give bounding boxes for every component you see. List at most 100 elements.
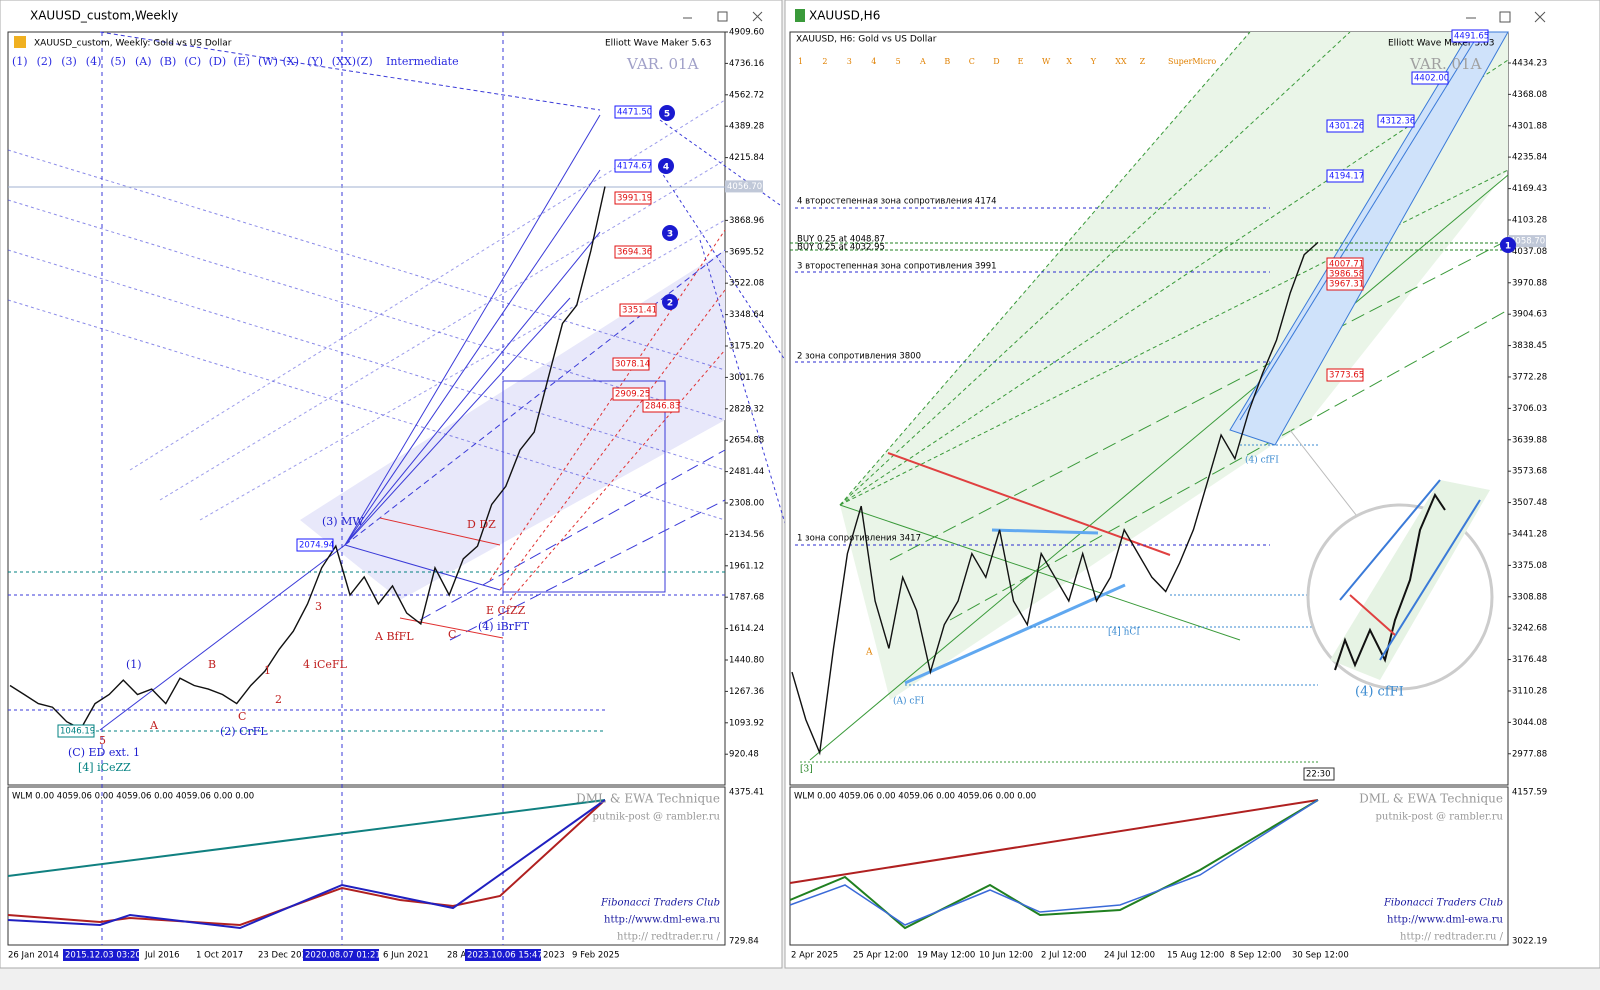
wave-button[interactable]: (W) — [258, 55, 278, 68]
target-label: 1 — [1505, 242, 1511, 252]
wave-button[interactable]: X — [1066, 57, 1072, 66]
wave-label: [4] iCeZZ — [78, 761, 131, 774]
price-box-label: 2909.25 — [615, 390, 650, 400]
date-label: 2 Jul 12:00 — [1041, 951, 1087, 961]
price-line — [791, 241, 1319, 756]
wave-button[interactable]: (E) — [233, 55, 250, 68]
date-label: 2023.10.06 15:47 — [467, 951, 543, 961]
price-label: 4368.08 — [1512, 90, 1547, 100]
wave-button[interactable]: XX — [1115, 57, 1127, 66]
wave-button[interactable]: 5 — [896, 57, 901, 66]
wave-button[interactable]: (XX) — [332, 55, 356, 68]
target-label: 2 — [667, 299, 673, 309]
wave-button[interactable]: Z — [1140, 57, 1146, 66]
wave-label: 1 — [264, 664, 271, 677]
zone-label: 4 второстепенная зона сопротивления 4174 — [797, 197, 997, 207]
credit: http:// redtrader.ru / — [617, 932, 721, 943]
wave-button[interactable]: D — [993, 57, 999, 66]
price-label: 2828.32 — [729, 404, 764, 414]
date-label: 2 Apr 2025 — [791, 951, 838, 961]
credit: Fibonacci Traders Club — [1383, 898, 1503, 909]
wave-button[interactable]: (X) — [283, 55, 299, 68]
price-box-label: 4301.26 — [1329, 122, 1364, 132]
price-label: 1961.12 — [729, 561, 764, 571]
wave-button[interactable]: (C) — [184, 55, 201, 68]
wave-button[interactable]: Y — [1090, 57, 1097, 66]
price-box-label: 3694.36 — [617, 248, 652, 258]
wave-label: (4) cfFI — [1245, 455, 1279, 466]
price-label: 1267.36 — [729, 687, 764, 697]
credit: DML & EWA Technique — [1359, 792, 1503, 806]
zone-label: 1 зона сопротивления 3417 — [797, 534, 921, 544]
price-label: 3706.03 — [1512, 404, 1547, 414]
wave-button[interactable]: (D) — [209, 55, 226, 68]
price-box-label: 3986.58 — [1329, 270, 1364, 280]
wave-button[interactable]: (3) — [61, 55, 77, 68]
wave-button[interactable]: (A) — [135, 55, 152, 68]
date-highlight — [465, 949, 541, 961]
price-box-label: 3078.14 — [615, 360, 650, 370]
wave-button[interactable]: W — [1042, 57, 1051, 66]
price-label: 920.48 — [729, 750, 759, 760]
price-box-label: 4174.67 — [617, 162, 652, 172]
price-label: 3001.76 — [729, 373, 764, 383]
wave-button[interactable]: (4) — [86, 55, 102, 68]
zone-label: BUY 0.25 at 4032.95 — [797, 243, 885, 253]
price-box-label: 4312.36 — [1380, 117, 1415, 127]
left-titlebar — [1, 1, 781, 30]
credit: putnik-post @ rambler.ru — [592, 812, 720, 823]
price-box-label: 4471.50 — [617, 108, 652, 118]
indicator-axis: 3022.19 — [1512, 937, 1547, 947]
window-controls[interactable] — [683, 11, 1546, 23]
wave-button[interactable]: E — [1018, 57, 1024, 66]
wave-label: (1) — [126, 658, 142, 671]
wave-label: (4) iBrFT — [478, 620, 530, 633]
credit: DML & EWA Technique — [576, 792, 720, 806]
zone-label: 2 зона сопротивления 3800 — [797, 352, 921, 362]
price-label: 4301.88 — [1512, 121, 1547, 131]
credit: http://www.dml-ewa.ru — [1387, 915, 1504, 926]
price-label: 4736.16 — [729, 59, 764, 69]
credit: http:// redtrader.ru / — [1400, 932, 1504, 943]
price-box — [614, 105, 652, 119]
price-label: 1093.92 — [729, 718, 764, 728]
wave-button[interactable]: 1 — [798, 57, 803, 66]
wave-button[interactable]: (1) — [12, 55, 28, 68]
date-label: Jul 2016 — [144, 951, 180, 961]
price-label: 3868.96 — [729, 216, 764, 226]
wave-button[interactable]: (2) — [37, 55, 53, 68]
wave-label: C — [448, 628, 456, 641]
price-label: 4103.28 — [1512, 215, 1547, 225]
tool-name: Elliott Wave Maker 5.63 — [1388, 39, 1494, 49]
app-icon — [14, 36, 26, 48]
price-label: 1614.24 — [729, 624, 764, 634]
date-label: 26 Jan 2014 — [8, 951, 59, 961]
target-marker — [1500, 237, 1516, 253]
wave-label: 2 — [275, 693, 282, 706]
current-price: 4056.70 — [727, 182, 762, 192]
price-label: 4169.43 — [1512, 184, 1547, 194]
wave-button[interactable]: 4 — [871, 57, 876, 66]
wave-button[interactable]: B — [944, 57, 950, 66]
wave-button[interactable]: (B) — [160, 55, 177, 68]
wave-button[interactable]: (Y) — [307, 55, 323, 68]
price-label: 3110.28 — [1512, 686, 1547, 696]
wave-button[interactable]: A — [919, 57, 926, 66]
wave-label: D DZ — [467, 518, 496, 531]
wave-label: 5 — [99, 734, 106, 747]
wave-button[interactable]: C — [969, 57, 975, 66]
wave-button[interactable]: (5) — [110, 55, 126, 68]
wave-button[interactable]: Intermediate — [386, 55, 459, 68]
price-label: 3522.08 — [729, 279, 764, 289]
window-title: XAUUSD,H6 — [809, 9, 880, 23]
date-label: 1 Oct 2017 — [196, 951, 243, 961]
target-marker — [659, 105, 675, 121]
wave-button[interactable]: 2 — [822, 57, 827, 66]
time-box — [1303, 767, 1335, 781]
variant: VAR. 01A — [626, 55, 699, 73]
price-label: 3175.20 — [729, 342, 764, 352]
wave-button[interactable]: SuperMicro — [1168, 57, 1216, 66]
wave-button[interactable]: (Z) — [356, 55, 372, 68]
wave-button[interactable]: 3 — [847, 57, 852, 66]
